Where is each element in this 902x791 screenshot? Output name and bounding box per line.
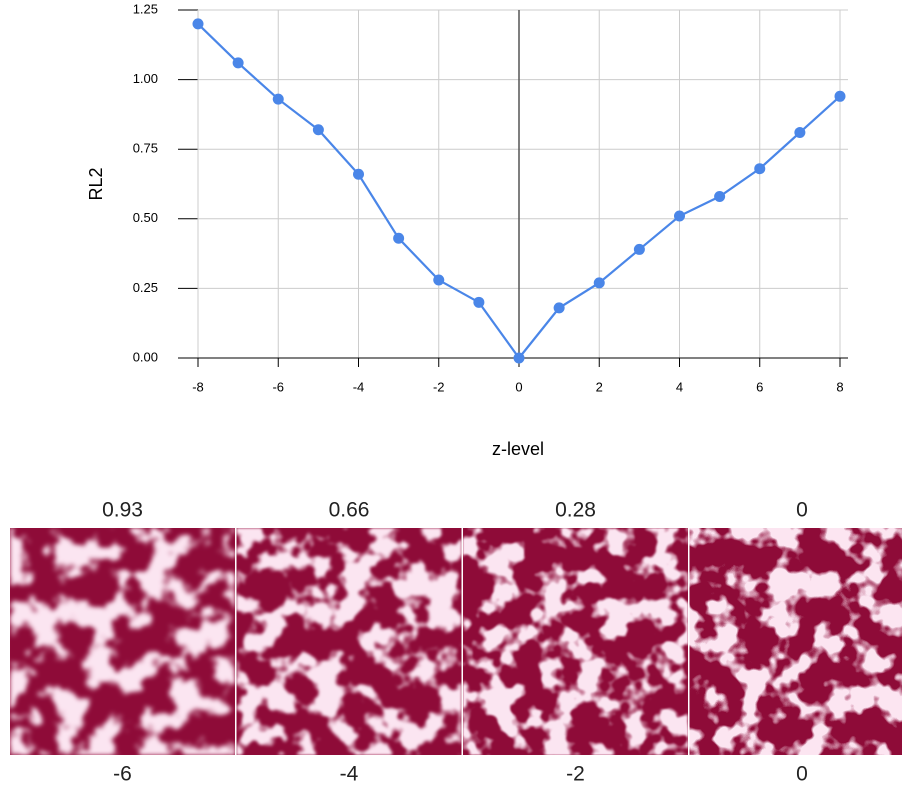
marker [312,124,324,136]
panel-texture [463,528,688,755]
panel-texture [689,528,902,755]
panel-bottom-label: -4 [340,763,359,786]
marker [353,168,364,180]
x-tick-label: 4 [676,379,683,394]
panel-top-label: 0.66 [329,499,370,522]
y-tick-label: 1.00 [133,71,158,86]
panel-top-label: 0.28 [555,499,596,522]
marker [232,57,244,69]
x-tick-label: 6 [756,379,763,394]
panel-top-label: 0 [796,499,808,522]
marker [834,90,846,102]
marker [513,352,525,364]
panel-bottom-label: -2 [566,763,585,786]
x-axis-label: z-level [492,439,544,459]
y-tick-label: 0.50 [133,210,158,225]
panel-texture [236,528,462,755]
marker [593,277,605,289]
x-tick-label: 2 [596,379,603,394]
marker [393,232,405,244]
x-tick-label: -6 [272,379,284,394]
y-axis-label: RL2 [86,167,106,200]
y-tick-label: 1.25 [133,1,158,16]
marker [553,302,565,314]
marker [473,296,485,308]
marker [433,274,445,286]
marker [633,243,645,255]
marker [192,18,204,30]
panel-bottom-label: -6 [113,763,132,786]
x-tick-label: -2 [433,379,445,394]
panel-texture [10,528,235,755]
marker [714,191,726,203]
marker [272,93,284,105]
marker [754,163,766,175]
x-tick-label: -8 [192,379,204,394]
y-tick-label: 0.25 [133,280,158,295]
panel-bottom-label: 0 [796,763,808,786]
marker [674,210,685,222]
y-tick-label: 0.00 [133,349,158,364]
x-tick-label: 0 [515,379,522,394]
marker [794,126,806,138]
panel-top-label: 0.93 [102,499,143,522]
x-tick-label: 8 [836,379,843,394]
y-tick-label: 0.75 [133,141,158,156]
x-tick-label: -4 [353,379,365,394]
